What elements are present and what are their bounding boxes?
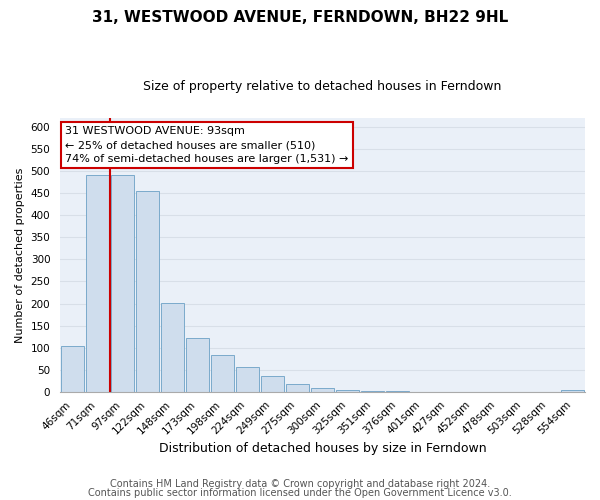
Bar [336, 390, 359, 392]
Bar [261, 376, 284, 392]
Text: Contains HM Land Registry data © Crown copyright and database right 2024.: Contains HM Land Registry data © Crown c… [110, 479, 490, 489]
Bar [111, 176, 134, 392]
Bar [211, 355, 234, 392]
Bar [86, 176, 109, 392]
X-axis label: Distribution of detached houses by size in Ferndown: Distribution of detached houses by size … [159, 442, 487, 455]
Text: 31, WESTWOOD AVENUE, FERNDOWN, BH22 9HL: 31, WESTWOOD AVENUE, FERNDOWN, BH22 9HL [92, 10, 508, 25]
Bar [236, 366, 259, 392]
Bar [61, 346, 84, 392]
Bar [161, 302, 184, 392]
Text: Contains public sector information licensed under the Open Government Licence v3: Contains public sector information licen… [88, 488, 512, 498]
Bar [286, 384, 309, 392]
Bar [186, 338, 209, 392]
Y-axis label: Number of detached properties: Number of detached properties [15, 167, 25, 342]
Bar [386, 391, 409, 392]
Bar [361, 390, 384, 392]
Bar [311, 388, 334, 392]
Bar [561, 390, 584, 392]
Bar [136, 190, 159, 392]
Text: 31 WESTWOOD AVENUE: 93sqm
← 25% of detached houses are smaller (510)
74% of semi: 31 WESTWOOD AVENUE: 93sqm ← 25% of detac… [65, 126, 349, 164]
Title: Size of property relative to detached houses in Ferndown: Size of property relative to detached ho… [143, 80, 502, 93]
